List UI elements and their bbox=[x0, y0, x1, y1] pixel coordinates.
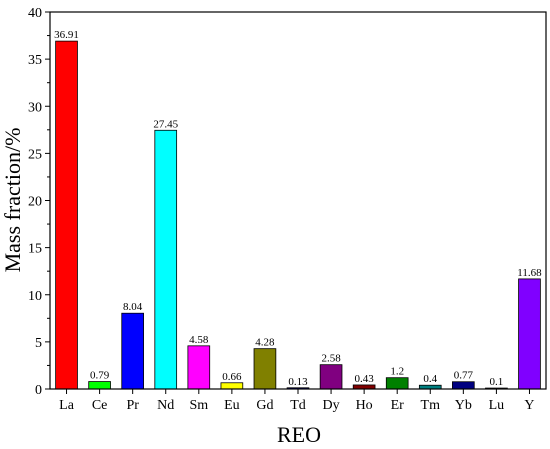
x-tick-label-pr: Pr bbox=[126, 398, 139, 413]
x-tick-label-gd: Gd bbox=[256, 398, 273, 413]
x-tick-label-eu: Eu bbox=[224, 398, 240, 413]
bar-la bbox=[55, 40, 78, 390]
bar-ho bbox=[352, 384, 376, 390]
bar-er bbox=[385, 377, 409, 390]
y-ticks-layer: 0 5 10 15 20 25 30 35 40 bbox=[28, 6, 50, 398]
data-label-ce: 0.79 bbox=[90, 370, 110, 382]
plot-frame bbox=[49, 11, 547, 390]
x-tick-label-dy: Dy bbox=[323, 398, 340, 413]
data-label-dy: 2.58 bbox=[321, 353, 341, 365]
data-label-tm: 0.4 bbox=[423, 373, 437, 385]
x-tick-label-tm: Tm bbox=[421, 398, 441, 413]
bar-nd bbox=[154, 129, 178, 390]
y-tick-label: 15 bbox=[28, 242, 42, 257]
x-tick-label-td: Td bbox=[290, 398, 306, 413]
data-label-nd: 27.45 bbox=[153, 118, 178, 130]
bar-ce bbox=[88, 381, 111, 390]
x-tick-label-lu: Lu bbox=[489, 398, 505, 413]
x-tick-label-la: La bbox=[59, 398, 75, 413]
x-tick-label-y: Y bbox=[524, 398, 534, 413]
bar-yb bbox=[452, 381, 475, 390]
y-tick-label: 10 bbox=[28, 289, 42, 304]
y-tick-label: 35 bbox=[28, 53, 42, 68]
data-label-eu: 0.66 bbox=[222, 371, 242, 383]
bar-sm bbox=[187, 345, 211, 390]
data-label-sm: 4.58 bbox=[189, 334, 209, 346]
bar-gd bbox=[253, 348, 277, 390]
y-tick-label: 20 bbox=[28, 195, 42, 210]
x-tick-label-er: Er bbox=[391, 398, 405, 413]
bar-dy bbox=[319, 364, 343, 390]
data-label-pr: 8.04 bbox=[123, 301, 143, 313]
y-tick-label: 0 bbox=[35, 383, 42, 398]
data-label-ho: 0.43 bbox=[355, 373, 375, 385]
data-label-td: 0.13 bbox=[288, 376, 308, 388]
data-label-gd: 4.28 bbox=[255, 337, 275, 349]
data-label-er: 1.2 bbox=[390, 366, 404, 378]
y-tick-label: 25 bbox=[28, 147, 42, 162]
data-label-y: 11.68 bbox=[517, 267, 542, 279]
data-labels-layer: 36.91 0.79 8.04 27.45 4.58 0.66 4.28 0.13 2.58 0.… bbox=[54, 29, 542, 388]
x-tick-label-yb: Yb bbox=[455, 398, 472, 413]
bar-y bbox=[518, 278, 541, 390]
y-tick-label: 5 bbox=[35, 336, 42, 351]
x-tick-label-ce: Ce bbox=[92, 398, 108, 413]
x-ticks-layer: La Ce Pr Nd Sm Eu Gd Td Dy Ho Er Tm Yb Lu Y bbox=[59, 389, 535, 413]
y-axis-title: Mass fraction/% bbox=[0, 128, 25, 273]
x-tick-label-nd: Nd bbox=[157, 398, 174, 413]
x-tick-label-ho: Ho bbox=[356, 398, 373, 413]
y-tick-label: 30 bbox=[28, 100, 42, 115]
x-tick-label-sm: Sm bbox=[189, 398, 208, 413]
bars-layer bbox=[55, 40, 541, 390]
bar-eu bbox=[220, 382, 244, 390]
y-tick-label: 40 bbox=[28, 6, 42, 21]
bar-pr bbox=[121, 312, 144, 390]
data-label-la: 36.91 bbox=[54, 29, 79, 41]
x-axis-title: REO bbox=[277, 422, 321, 447]
data-label-lu: 0.1 bbox=[490, 376, 504, 388]
data-label-yb: 0.77 bbox=[454, 370, 474, 382]
